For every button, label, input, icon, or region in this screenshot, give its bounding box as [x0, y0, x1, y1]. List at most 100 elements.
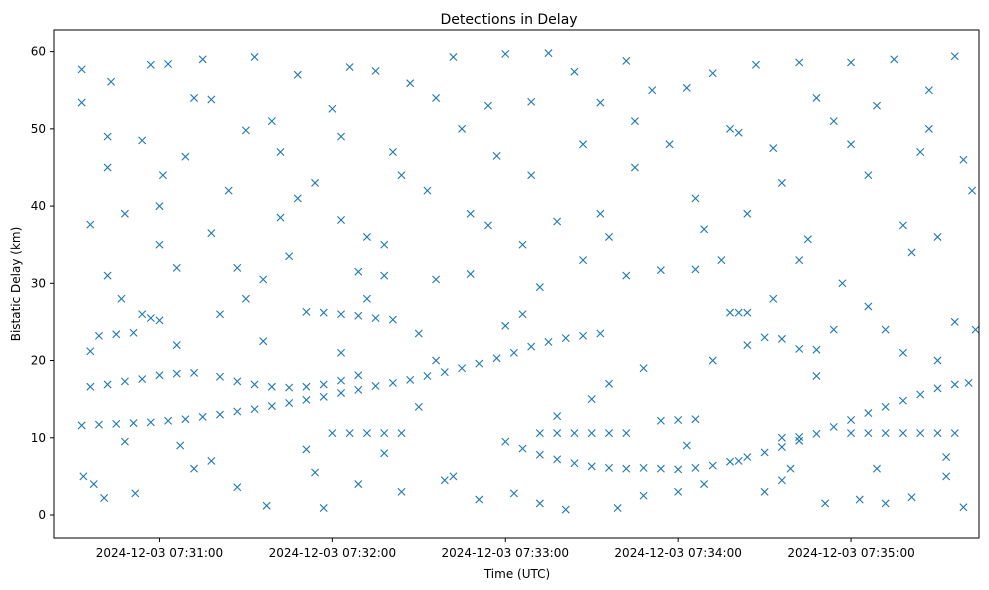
- data-point: [94, 420, 103, 429]
- data-point: [648, 86, 657, 95]
- data-point: [414, 402, 423, 411]
- data-point: [311, 178, 320, 187]
- data-point: [916, 148, 925, 157]
- data-point: [224, 186, 233, 195]
- data-point: [207, 229, 216, 238]
- x-axis-label: Time (UTC): [483, 567, 550, 581]
- x-tick-label: 2024-12-03 07:35:00: [787, 546, 914, 560]
- data-point: [293, 70, 302, 79]
- data-point: [466, 209, 475, 218]
- data-point: [131, 489, 140, 498]
- data-point: [881, 429, 890, 438]
- data-point: [302, 307, 311, 316]
- data-point: [432, 93, 441, 102]
- data-point: [362, 232, 371, 241]
- data-point: [734, 308, 743, 317]
- data-point: [596, 329, 605, 338]
- data-point: [708, 461, 717, 470]
- data-point: [821, 499, 830, 508]
- data-point: [328, 429, 337, 438]
- data-point: [77, 421, 86, 430]
- data-point: [535, 450, 544, 459]
- data-point: [933, 356, 942, 365]
- data-point: [605, 379, 613, 388]
- data-point: [527, 342, 536, 351]
- data-point: [630, 117, 639, 126]
- data-point: [354, 371, 363, 380]
- data-point: [656, 266, 665, 275]
- data-point: [829, 117, 838, 126]
- plot-area-frame: [53, 29, 980, 539]
- data-point: [406, 79, 415, 88]
- data-point: [881, 499, 890, 508]
- data-point: [964, 378, 973, 387]
- data-point: [362, 294, 371, 303]
- y-tick-label: 40: [31, 199, 46, 213]
- data-point: [708, 356, 717, 365]
- data-point: [544, 338, 553, 346]
- data-point: [86, 220, 95, 229]
- data-point: [181, 152, 190, 161]
- data-point: [769, 144, 778, 153]
- data-point: [207, 456, 216, 465]
- data-point: [700, 480, 709, 489]
- data-point: [570, 429, 579, 438]
- data-point: [129, 419, 138, 428]
- data-point: [959, 155, 968, 164]
- data-point: [337, 310, 345, 319]
- data-point: [319, 380, 328, 389]
- data-point: [172, 369, 181, 378]
- data-point: [117, 294, 126, 303]
- y-tick-label: 30: [31, 276, 46, 290]
- data-point: [319, 504, 328, 513]
- y-tick-label: 20: [31, 354, 46, 368]
- data-point: [864, 409, 873, 418]
- data-point: [432, 356, 441, 365]
- data-point: [950, 317, 959, 326]
- data-point: [432, 275, 441, 284]
- data-point: [190, 464, 199, 473]
- data-point: [916, 390, 925, 399]
- data-point: [708, 69, 717, 78]
- data-point: [605, 429, 613, 438]
- data-point: [847, 140, 856, 149]
- data-point: [674, 465, 683, 474]
- data-point: [449, 53, 458, 62]
- data-point: [605, 463, 613, 472]
- data-point: [250, 53, 259, 62]
- data-point: [743, 453, 752, 462]
- data-point: [233, 263, 242, 272]
- data-point: [743, 209, 752, 218]
- data-point: [267, 382, 276, 391]
- data-point: [215, 410, 224, 419]
- data-point: [371, 66, 380, 75]
- data-point: [950, 52, 959, 61]
- data-point: [795, 256, 804, 265]
- data-point: [198, 412, 207, 421]
- data-point: [190, 93, 199, 102]
- data-point: [907, 493, 916, 502]
- x-tick-label: 2024-12-03 07:31:00: [96, 546, 223, 560]
- data-point: [760, 333, 769, 342]
- data-point: [138, 136, 147, 145]
- data-point: [726, 124, 735, 133]
- data-point: [587, 429, 596, 438]
- y-tick-label: 0: [38, 508, 46, 522]
- data-point: [639, 491, 648, 500]
- data-point: [579, 140, 588, 149]
- y-axis-label: Bistatic Delay (km): [9, 227, 23, 342]
- data-point: [959, 503, 968, 512]
- data-point: [138, 375, 147, 384]
- data-point: [691, 415, 700, 424]
- data-point: [276, 148, 285, 157]
- data-point: [691, 463, 700, 472]
- data-point: [596, 98, 605, 107]
- data-point: [79, 472, 88, 481]
- data-point: [371, 314, 380, 323]
- data-point: [553, 455, 562, 464]
- data-point: [501, 437, 510, 446]
- data-point: [172, 263, 181, 272]
- data-point: [509, 348, 518, 357]
- data-point: [362, 429, 371, 438]
- data-point: [120, 437, 129, 446]
